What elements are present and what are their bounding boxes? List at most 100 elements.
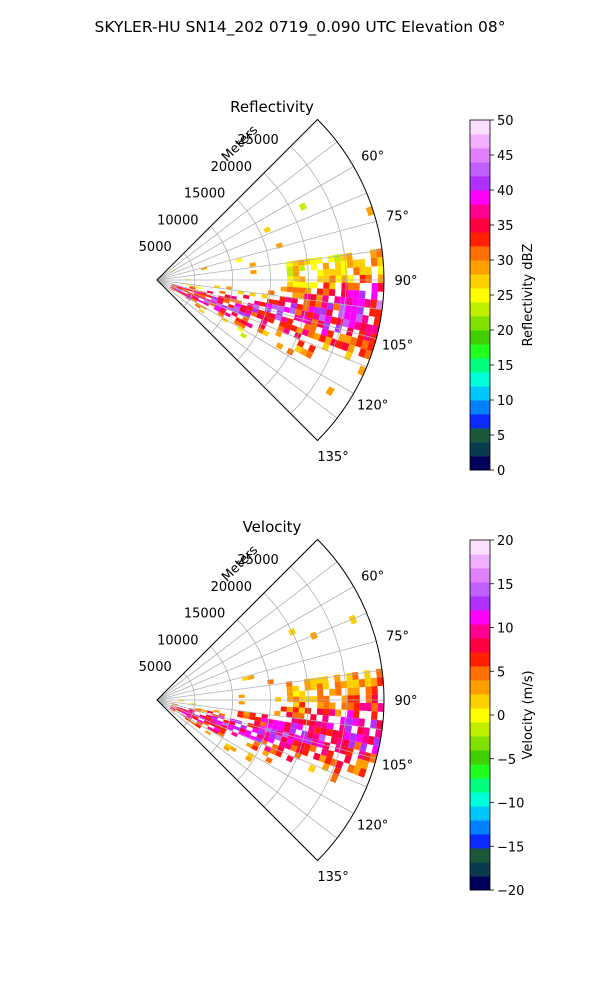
echo-cell (242, 714, 250, 720)
echo-cell (311, 696, 318, 703)
echo-cell (286, 691, 294, 697)
echo-cell (217, 297, 224, 302)
echo-cell (193, 292, 201, 296)
echo-cell (211, 296, 219, 301)
echo-cell (212, 729, 219, 735)
echo-cell (282, 327, 291, 336)
echo-cell (194, 303, 201, 309)
azimuth-spoke (156, 279, 367, 368)
colorbar-swatch (470, 820, 490, 835)
colorbar-swatch (470, 750, 490, 765)
echo-cell (352, 290, 360, 299)
echo-cell (171, 703, 178, 706)
echo-cell (370, 299, 378, 309)
echo-cell (373, 736, 381, 747)
echo-cell (315, 300, 323, 308)
radial-tick-label: 10000 (157, 633, 198, 648)
echo-cell (238, 694, 245, 699)
echo-cell (322, 708, 330, 716)
azimuth-tick-label: 90° (394, 274, 417, 289)
colorbar-swatch (470, 708, 490, 723)
echo-cell (291, 717, 299, 724)
echo-cell (341, 282, 348, 290)
echo-cell (316, 288, 324, 296)
echo-cell (240, 319, 248, 326)
echo-cell (171, 284, 178, 288)
echo-cell (357, 330, 366, 340)
echo-cell (278, 720, 286, 727)
echo-cell (223, 299, 230, 304)
colorbar-swatch (470, 232, 490, 247)
echo-cell (210, 720, 217, 725)
echo-cell (363, 670, 371, 679)
echo-cell (358, 298, 365, 307)
echo-cell (323, 702, 330, 710)
radial-tick-label: 5000 (139, 240, 172, 255)
echo-cell (327, 722, 335, 730)
echo-cell (316, 683, 324, 690)
colorbar-swatch (470, 778, 490, 793)
echo-cell (278, 300, 286, 307)
echo-cell (196, 720, 203, 726)
echo-cell (296, 723, 304, 731)
echo-cell (176, 288, 183, 292)
echo-cell (370, 677, 378, 687)
echo-cell (292, 707, 300, 713)
echo-cell (353, 321, 362, 331)
echo-cell (358, 718, 365, 727)
echo-cell (189, 720, 196, 726)
echo-cell (346, 717, 353, 726)
echo-cell (244, 729, 252, 736)
echo-cell (315, 676, 323, 684)
echo-cell (333, 254, 341, 262)
echo-cell (328, 709, 336, 717)
echo-cell (325, 308, 334, 317)
echo-cell (328, 289, 336, 297)
echo-cell (274, 750, 283, 758)
echo-cell (342, 318, 350, 328)
sector-frame (156, 538, 385, 862)
echo-cell (199, 714, 206, 719)
echo-cell (329, 688, 336, 696)
echo-cell (331, 729, 340, 738)
echo-cell (233, 725, 241, 731)
echo-cell (290, 302, 298, 310)
echo-cell (254, 716, 262, 722)
colorbar-swatch (470, 358, 490, 373)
azimuth-spoke (156, 279, 377, 340)
radial-tick-label: 5000 (139, 660, 172, 675)
echo-cell (341, 702, 348, 710)
echo-cell (244, 309, 252, 316)
echo-cell (267, 317, 275, 324)
echo-cell (299, 696, 306, 703)
echo-cell (371, 283, 378, 292)
echo-cell (309, 324, 317, 333)
echo-cell (256, 313, 264, 320)
echo-cell (377, 283, 384, 292)
echo-cell (343, 311, 351, 321)
echo-cell (215, 302, 223, 307)
echo-cell (356, 306, 365, 315)
echo-cell (360, 339, 370, 350)
echo-cell (330, 736, 338, 745)
echo-cell (321, 721, 329, 729)
echo-cell (286, 266, 293, 272)
echo-cell (286, 317, 294, 325)
echo-cell (299, 276, 306, 283)
echo-cell (211, 716, 219, 721)
echo-cell (316, 294, 323, 302)
echo-cell (181, 711, 188, 716)
echo-cell (347, 275, 354, 283)
echo-cell (309, 257, 317, 265)
echo-cell (280, 286, 287, 292)
colorbar-tick-label: 30 (497, 254, 514, 269)
echo-cell (298, 712, 305, 720)
echo-cell (322, 262, 330, 270)
echo-cell (327, 255, 335, 263)
echo-cell (308, 725, 316, 733)
echo-cell (295, 309, 303, 316)
echo-cell (351, 671, 359, 681)
echo-cell (318, 734, 326, 742)
colorbar-tick-label: 0 (497, 464, 505, 479)
colorbar-tick-label: 15 (497, 359, 514, 374)
